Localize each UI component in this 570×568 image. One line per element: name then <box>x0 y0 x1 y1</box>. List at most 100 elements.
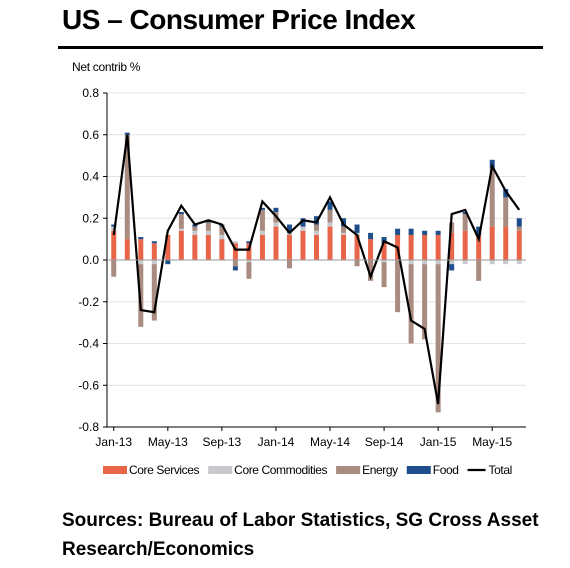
legend-label: Total <box>489 463 512 477</box>
bar-food <box>327 201 333 210</box>
bar-food <box>286 224 292 233</box>
bar-core-services <box>192 234 198 260</box>
bar-core-commodities <box>246 260 252 263</box>
bar-core-commodities <box>178 228 184 231</box>
bar-energy <box>489 168 495 227</box>
bar-energy <box>286 260 292 269</box>
bar-energy <box>503 197 509 227</box>
total-line <box>112 134 521 405</box>
bar-core-services <box>422 234 428 260</box>
bar-core-services <box>165 234 171 260</box>
y-axis-label: Net contrib % <box>72 60 141 74</box>
bar-food <box>232 266 238 271</box>
legend-label: Core Services <box>129 463 200 477</box>
bar-energy <box>259 209 265 231</box>
legend-swatch <box>406 466 431 474</box>
bar-core-services <box>327 226 333 260</box>
bar-food <box>300 218 306 227</box>
legend-swatch <box>336 466 361 474</box>
legend-swatch <box>208 466 233 474</box>
bar-core-services <box>354 234 360 260</box>
y-tick-label: 0.2 <box>82 211 99 225</box>
bar-food <box>178 211 184 215</box>
bar-energy <box>435 264 441 413</box>
legend-label: Core Commodities <box>234 463 327 477</box>
y-tick-label: 0.4 <box>82 170 99 184</box>
bar-energy <box>381 262 387 288</box>
y-tick-labels: 0.8 0.6 0.4 0.2 0.0 -0.2 -0.4 -0.6 -0.8 <box>78 86 99 434</box>
bar-core-commodities <box>381 260 387 263</box>
bar-energy <box>111 260 117 277</box>
bar-food <box>435 230 441 235</box>
bar-core-commodities <box>341 232 347 235</box>
bar-energy <box>124 134 130 240</box>
y-tick-label: -0.6 <box>78 378 99 392</box>
bar-food <box>476 226 482 235</box>
bar-core-services <box>273 226 279 260</box>
bar-core-commodities <box>408 260 414 265</box>
bar-energy <box>205 222 211 231</box>
x-tick-label: Jan-14 <box>258 435 295 449</box>
x-tick-label: Sep-13 <box>203 435 242 449</box>
legend-item-energy: Energy <box>336 463 399 477</box>
bar-core-commodities <box>300 226 306 231</box>
legend-item-core-commodities: Core Commodities <box>208 463 328 477</box>
bar-core-services <box>435 234 441 260</box>
sources-note: Sources: Bureau of Labor Statistics, SG … <box>62 510 539 560</box>
bar-core-services <box>219 239 225 260</box>
bar-food <box>138 237 144 240</box>
bar-core-services <box>111 230 117 260</box>
legend-label: Food <box>433 463 459 477</box>
bar-core-commodities <box>314 230 319 235</box>
bar-energy <box>476 260 482 281</box>
bar-core-services <box>341 234 347 260</box>
bar-core-services <box>286 234 292 260</box>
bar-energy <box>192 226 198 231</box>
bar-food <box>422 230 428 235</box>
axes <box>103 92 526 431</box>
bar-core-services <box>151 243 157 260</box>
bar-core-commodities <box>259 230 265 235</box>
bars <box>111 132 522 413</box>
bar-food <box>111 224 117 227</box>
bar-core-commodities <box>462 260 468 265</box>
cpi-chart: Net contrib % 0.8 0.6 0.4 0.2 0.0 -0.2 -0.4 -0.… <box>72 60 526 477</box>
bar-energy <box>327 209 333 223</box>
bar-core-services <box>503 226 509 260</box>
bar-core-commodities <box>449 260 455 265</box>
bar-energy <box>178 214 184 229</box>
bar-food <box>354 224 360 233</box>
bar-energy <box>246 262 252 279</box>
bar-core-commodities <box>192 230 198 235</box>
bar-core-services <box>381 243 387 260</box>
bar-core-commodities <box>327 222 333 227</box>
gridlines <box>107 92 526 428</box>
legend-item-total: Total <box>467 463 512 477</box>
bar-core-commodities <box>489 260 495 265</box>
legend-item-core-services: Core Services <box>103 463 200 477</box>
y-tick-label: 0.6 <box>82 128 99 142</box>
bar-core-services <box>462 230 468 260</box>
bar-energy <box>462 214 468 231</box>
line-total <box>112 134 521 405</box>
bar-core-commodities <box>503 260 509 265</box>
bar-core-services <box>476 234 482 260</box>
legend: Core Services Core Commodities Energy Food T… <box>103 463 512 477</box>
bar-energy <box>341 226 347 233</box>
bar-core-services <box>449 232 455 260</box>
bar-food <box>395 228 401 235</box>
bar-energy <box>368 260 374 281</box>
legend-label: Energy <box>362 463 398 477</box>
bar-core-commodities <box>219 234 225 240</box>
bar-core-commodities <box>232 241 238 244</box>
bar-core-services <box>314 234 319 260</box>
page-title: US – Consumer Price Index <box>62 4 416 35</box>
bar-food <box>516 218 522 227</box>
bar-food <box>246 241 252 244</box>
y-tick-label: -0.4 <box>78 337 99 351</box>
bar-core-services <box>259 234 265 260</box>
x-tick-label: May-14 <box>310 435 350 449</box>
bar-core-commodities <box>138 260 144 265</box>
y-tick-label: -0.2 <box>78 295 99 309</box>
bar-core-services <box>205 234 211 260</box>
